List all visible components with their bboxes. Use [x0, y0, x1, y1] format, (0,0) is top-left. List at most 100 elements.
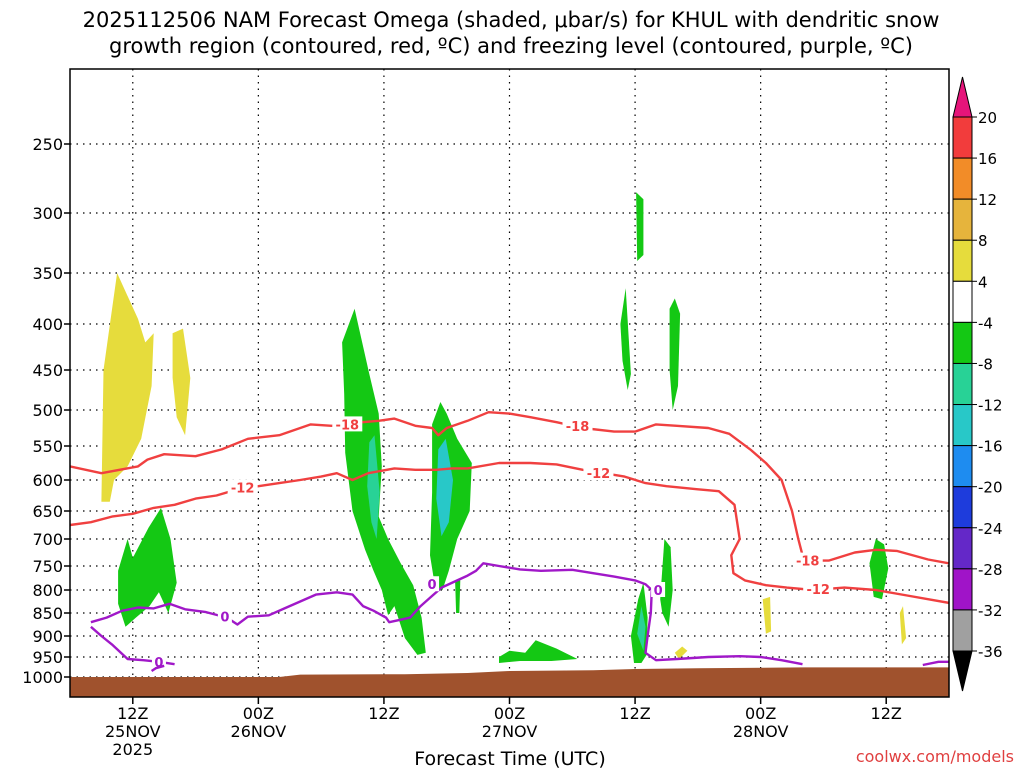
contour-label: -18	[566, 420, 590, 435]
y-axis-pressure-ticks: 250 300 350 400 450 500 550 600 650 700 750 800 850 9…	[22, 135, 70, 687]
contour-label-bg	[332, 416, 363, 432]
x-tick-label: 00Z	[243, 704, 274, 723]
colorbar-band	[952, 198, 973, 241]
colorbar-bottom-arrow	[952, 650, 973, 692]
site-credit: coolwx.com/models	[856, 747, 1014, 766]
x-axis-title: Forecast Time (UTC)	[414, 748, 605, 768]
y-tick-label: 850	[32, 604, 63, 623]
colorbar-band	[952, 527, 973, 570]
colorbar-level-label: 4	[978, 273, 988, 291]
contour-label-bg	[651, 582, 666, 597]
x-tick-label: 12Z	[871, 704, 902, 723]
x-tick-label: 25NOV	[105, 722, 161, 741]
x-tick-label: 12Z	[619, 704, 650, 723]
contour-label-bg	[583, 465, 614, 481]
colorbar-level-label: 20	[978, 109, 997, 127]
contour-label: -18	[336, 418, 360, 433]
y-tick-label: 750	[32, 557, 63, 576]
plot-area: -18 -18 -18 -12 -12 -12 0 0 0 0	[70, 69, 949, 697]
y-tick-label: 500	[32, 401, 63, 420]
y-tick-label: 350	[32, 264, 63, 283]
omega-shade-region	[899, 606, 907, 645]
colorbar-band	[952, 116, 973, 159]
colorbar-level-label: -20	[978, 479, 1003, 497]
colorbar-level-label: -4	[978, 314, 993, 332]
y-tick-label: 900	[32, 627, 63, 646]
colorbar-band	[952, 280, 973, 323]
contour-label-bg	[792, 552, 823, 568]
colorbar-band	[952, 486, 973, 529]
contour-label: -18	[796, 555, 820, 570]
chart-title: 2025112506 NAM Forecast Omega (shaded, μ…	[83, 8, 940, 58]
contour-label: -12	[231, 481, 255, 496]
y-tick-label: 250	[32, 135, 63, 154]
contour-label: -12	[587, 467, 611, 482]
contour-label-bg	[151, 653, 166, 669]
contour-label: 0	[220, 611, 229, 626]
x-tick-label: 28NOV	[733, 722, 789, 741]
y-tick-label: 600	[32, 471, 63, 490]
x-tick-label: 27NOV	[482, 722, 538, 741]
colorbar-top-arrow	[952, 76, 973, 118]
contour-label-bg	[562, 417, 593, 433]
x-tick-label: 12Z	[117, 704, 148, 723]
colorbar-level-label: 12	[978, 191, 997, 209]
contour-label: -12	[806, 583, 830, 598]
y-tick-label: 450	[32, 361, 63, 380]
omega-shade-region	[455, 580, 461, 613]
contour-label: 0	[154, 656, 163, 671]
colorbar-level-label: 8	[978, 232, 988, 250]
contour-line	[922, 660, 949, 667]
contour-label-bg	[227, 479, 258, 495]
omega-shade-region	[342, 308, 426, 655]
omega-shade-region	[436, 438, 453, 537]
omega-shade-region	[620, 288, 631, 390]
contour-line	[150, 664, 165, 672]
colorbar-band	[952, 239, 973, 282]
colorbar-band	[952, 321, 973, 364]
grid-lines	[70, 69, 949, 697]
contour-label-bg	[217, 608, 232, 624]
colorbar-level-label: -32	[978, 602, 1003, 620]
contour-label-bg	[803, 581, 834, 597]
y-tick-label: 950	[32, 648, 63, 667]
colorbar-level-label: -28	[978, 561, 1003, 579]
x-tick-label: 00Z	[494, 704, 525, 723]
x-tick-label: 26NOV	[231, 722, 287, 741]
x-tick-label: 12Z	[368, 704, 399, 723]
omega-shade-region	[637, 606, 646, 651]
colorbar-band	[952, 609, 973, 652]
contour-label-bg	[425, 576, 440, 592]
colorbar-level-label: -12	[978, 397, 1003, 415]
chart-title-line-1: 2025112506 NAM Forecast Omega (shaded, μ…	[83, 8, 940, 32]
omega-shade-region	[172, 328, 191, 436]
colorbar-level-label: -36	[978, 643, 1003, 661]
contour-label: 0	[428, 578, 437, 593]
omega-colorbar: 20 16 12 8 4 -4 -8 -12 -16 -20 -24 -28 -32 -36	[952, 76, 1003, 692]
y-tick-label: 650	[32, 502, 63, 521]
colorbar-band	[952, 157, 973, 200]
omega-shade-region	[869, 539, 889, 600]
omega-shade-region	[636, 192, 644, 261]
colorbar-band	[952, 568, 973, 611]
contour-line	[90, 562, 803, 666]
y-tick-label: 700	[32, 530, 63, 549]
colorbar-band	[952, 362, 973, 406]
omega-shade-region	[674, 646, 688, 659]
contour-line	[70, 411, 949, 565]
x-tick-label: 2025	[112, 740, 153, 759]
colorbar-band	[952, 404, 973, 447]
terrain-ground	[70, 667, 949, 697]
omega-shade-region	[101, 273, 154, 502]
colorbar-level-label: -16	[978, 438, 1003, 456]
contour-label: 0	[654, 584, 663, 599]
omega-shade-region	[669, 298, 681, 410]
omega-shade-region	[499, 640, 578, 663]
y-tick-label: 800	[32, 581, 63, 600]
colorbar-level-label: 16	[978, 150, 997, 168]
omega-shade-region	[762, 596, 772, 634]
omega-shade-region	[660, 539, 673, 627]
x-tick-label: 00Z	[745, 704, 776, 723]
